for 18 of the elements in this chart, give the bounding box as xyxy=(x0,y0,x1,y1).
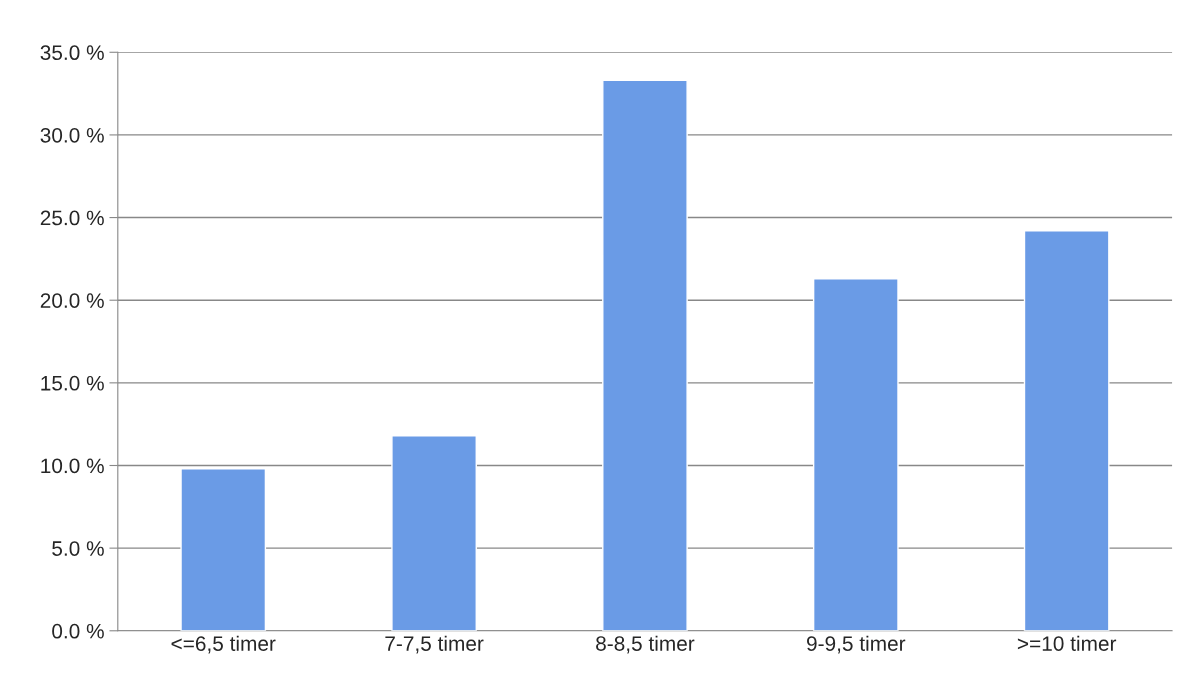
y-tick-label: 15.0 % xyxy=(41,375,104,391)
bar xyxy=(812,278,899,631)
x-tick-label: 9-9,5 timer xyxy=(807,635,906,654)
bar xyxy=(602,79,688,631)
y-tick-label: 0.0 % xyxy=(52,623,104,639)
x-tick-label: >=10 timer xyxy=(1017,635,1117,651)
x-tick-label: 7-7,5 timer xyxy=(385,635,484,654)
bar xyxy=(180,468,267,631)
y-tick-label: 35.0 % xyxy=(40,45,104,61)
x-tick-label: <=6,5 timer xyxy=(171,635,276,654)
y-tick-label: 30.0 % xyxy=(40,127,104,143)
y-tick-label: 25.0 % xyxy=(40,210,104,226)
x-tick-label: 8-8,5 timer xyxy=(596,635,695,654)
y-tick-label: 10.0 % xyxy=(41,458,104,474)
y-tick-label: 5.0 % xyxy=(52,541,104,556)
bar xyxy=(391,435,477,631)
bar xyxy=(1023,230,1110,631)
y-tick-label: 20.0 % xyxy=(40,293,104,308)
